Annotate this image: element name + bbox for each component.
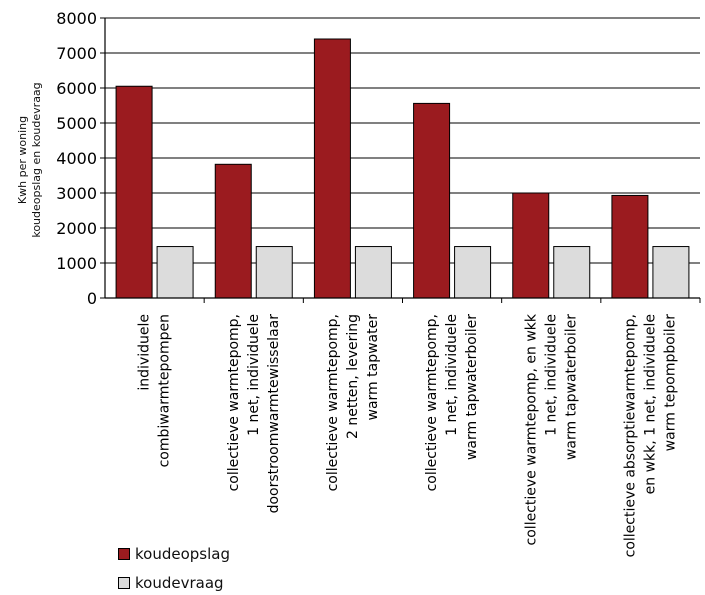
x-category-label: collectieve absorptiewarmtepomp,: [622, 314, 638, 557]
bar-koudevraag: [255, 246, 293, 299]
legend-swatch-koudevraag: [118, 577, 130, 589]
legend-item-koudevraag: koudevraag: [118, 574, 224, 592]
x-category-label: warm tapwaterboiler: [563, 314, 579, 460]
x-category-labels: individuele combiwarmtepompen collectieve …: [137, 313, 679, 557]
y-tick-label: 2000: [56, 219, 97, 238]
bar-koudeopslag: [413, 102, 451, 299]
bar-koudeopslag: [214, 163, 252, 299]
bar-koudeopslag: [611, 194, 649, 299]
y-tick-labels: 0 1000 2000 3000 4000 5000 6000 7000 8000: [56, 9, 97, 308]
bars: [115, 38, 690, 299]
legend-label-koudevraag: koudevraag: [135, 574, 224, 592]
x-category-label: collectieve warmtepomp,: [325, 314, 341, 491]
bar-koudeopslag: [313, 38, 351, 299]
axes: [100, 17, 701, 303]
y-axis-label-line1: Kwh per woning: [16, 116, 29, 204]
x-category-label: individuele: [137, 314, 153, 391]
x-category-label: en wkk, 1 net, individuele: [642, 314, 658, 494]
x-category-label: warm tapwater: [365, 314, 381, 421]
x-category-label: 1 net, individuele: [543, 314, 559, 436]
bar-koudeopslag: [115, 85, 153, 299]
x-category-label: combiwarmtepompen: [157, 314, 173, 467]
x-category-label: collectieve warmtepomp,: [424, 314, 440, 491]
y-tick-label: 5000: [56, 114, 97, 133]
bar-koudevraag: [454, 246, 492, 299]
y-tick-label: 6000: [56, 79, 97, 98]
bar-koudeopslag: [512, 192, 550, 299]
x-category-label: collectieve warmtepomp, en wkk: [523, 313, 539, 545]
y-tick-label: 7000: [56, 44, 97, 63]
legend-label-koudeopslag: koudeopslag: [135, 545, 230, 563]
legend-swatch-koudeopslag: [118, 548, 130, 560]
x-category-label: collectieve warmtepomp,: [226, 314, 242, 491]
x-category-label: 1 net, individuele: [444, 314, 460, 436]
x-category-label: warm tepompboiler: [662, 314, 678, 452]
x-category-label: doorstroomwarmtewisselaar: [266, 314, 282, 514]
y-tick-label: 0: [87, 289, 97, 308]
y-tick-label: 1000: [56, 254, 97, 273]
y-tick-label: 3000: [56, 184, 97, 203]
bar-koudevraag: [354, 246, 392, 299]
y-tick-label: 4000: [56, 149, 97, 168]
y-axis-label-line2: koudeopslag en koudevraag: [30, 82, 43, 237]
x-category-label: warm tapwaterboiler: [464, 314, 480, 460]
legend-item-koudeopslag: koudeopslag: [118, 545, 230, 563]
y-tick-label: 8000: [56, 9, 97, 28]
x-category-label: 1 net, individuele: [246, 314, 262, 436]
bar-koudevraag: [652, 246, 690, 299]
bar-koudevraag: [553, 246, 591, 299]
x-category-label: 2 netten, levering: [345, 314, 361, 439]
gridlines: [105, 17, 700, 264]
bar-koudevraag: [156, 246, 194, 299]
